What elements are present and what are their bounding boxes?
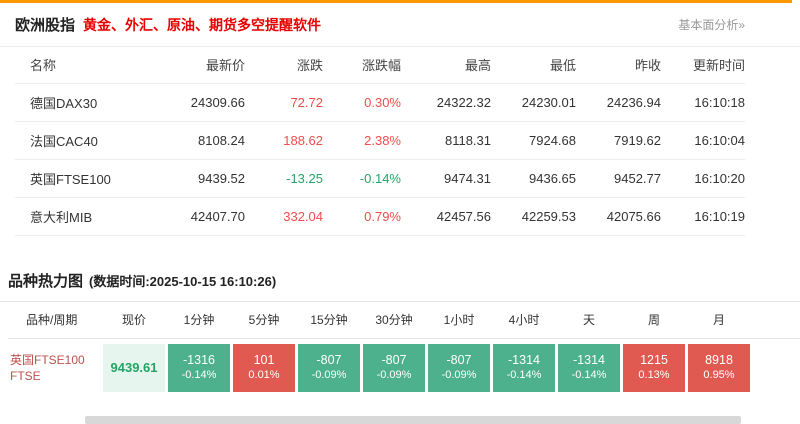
heatmap-cell-pct: -0.09% xyxy=(441,368,477,381)
quote-time: 16:10:20 xyxy=(661,159,745,198)
quote-time: 16:10:18 xyxy=(661,83,745,122)
header-high: 最高 xyxy=(401,47,491,84)
heatmap-cell-value: 8918 xyxy=(705,352,733,367)
quote-pct: 0.79% xyxy=(323,197,401,236)
quote-high: 42457.56 xyxy=(401,197,491,236)
quote-prev: 24236.94 xyxy=(576,83,661,122)
heatmap-section-header: 品种热力图 (数据时间:2025-10-15 16:10:26) xyxy=(0,264,800,302)
heatmap-cell-pct: -0.14% xyxy=(181,368,217,381)
heatmap-cell-pct: -0.09% xyxy=(376,368,412,381)
heatmap-header-cell: 天 xyxy=(582,313,595,327)
quotes-table: 名称 最新价 涨跌 涨跌幅 最高 最低 昨收 更新时间 德国DAX30 2430… xyxy=(15,47,745,236)
heatmap-cell: -807 -0.09% xyxy=(428,343,490,392)
heatmap-cell: 1215 0.13% xyxy=(623,343,685,392)
header-name: 名称 xyxy=(15,47,150,84)
page-subtitle: 黄金、外汇、原油、期货多空提醒软件 xyxy=(83,16,322,33)
quote-pct: 2.38% xyxy=(323,121,401,160)
quote-high: 9474.31 xyxy=(401,159,491,198)
top-accent-bar xyxy=(0,0,792,3)
quote-time: 16:10:04 xyxy=(661,121,745,160)
heatmap-cell-value: -807 xyxy=(316,352,342,367)
quote-low: 9436.65 xyxy=(491,159,576,198)
table-row[interactable]: 法国CAC40 8108.24 188.62 2.38% 8118.31 792… xyxy=(15,121,745,160)
heatmap-header-cell: 1小时 xyxy=(443,313,475,327)
heatmap-symbol-code: FTSE xyxy=(10,368,41,383)
page-header: 欧洲股指 黄金、外汇、原油、期货多空提醒软件 基本面分析» xyxy=(0,3,800,47)
heatmap-title: 品种热力图 xyxy=(8,272,84,290)
quote-time: 16:10:19 xyxy=(661,197,745,236)
quote-change: 72.72 xyxy=(245,83,323,122)
quote-price: 24309.66 xyxy=(150,83,245,122)
heatmap-header-cell: 品种/周期 xyxy=(26,313,78,327)
heatmap-header-cell: 5分钟 xyxy=(248,313,280,327)
heatmap-cell: 8918 0.95% xyxy=(688,343,750,392)
heatmap-cell: -1316 -0.14% xyxy=(168,343,230,392)
heatmap-cell-value: -1314 xyxy=(508,352,540,367)
quote-low: 7924.68 xyxy=(491,121,576,160)
heatmap-cell-pct: 0.95% xyxy=(703,368,735,381)
heatmap-cell-value: -1314 xyxy=(573,352,605,367)
quote-name[interactable]: 意大利MIB xyxy=(15,197,150,236)
table-row[interactable]: 德国DAX30 24309.66 72.72 0.30% 24322.32 24… xyxy=(15,83,745,122)
quote-pct: -0.14% xyxy=(323,159,401,198)
table-row[interactable]: 英国FTSE100 9439.52 -13.25 -0.14% 9474.31 … xyxy=(15,159,745,198)
heatmap-cell-value: -807 xyxy=(446,352,472,367)
heatmap-header-row: 品种/周期 现价 1分钟 5分钟 15分钟 30分钟 1小时 4小时 天 周 月 xyxy=(8,302,800,339)
heatmap-current-price: 9439.61 xyxy=(103,343,165,392)
quote-price: 42407.70 xyxy=(150,197,245,236)
heatmap-data-time: (数据时间:2025-10-15 16:10:26) xyxy=(89,273,277,289)
heatmap-symbol-name: 英国FTSE100 xyxy=(10,352,85,367)
quote-high: 24322.32 xyxy=(401,83,491,122)
heatmap-cell-pct: -0.14% xyxy=(506,368,542,381)
heatmap-cell-pct: 0.01% xyxy=(248,368,280,381)
heatmap-cell-pct: -0.14% xyxy=(571,368,607,381)
quote-prev: 7919.62 xyxy=(576,121,661,160)
heatmap-cell: -1314 -0.14% xyxy=(493,343,555,392)
heatmap-cell-value: 1215 xyxy=(640,352,668,367)
quote-change: 188.62 xyxy=(245,121,323,160)
heatmap-cell-pct: 0.13% xyxy=(638,368,670,381)
heatmap-cell-value: -807 xyxy=(381,352,407,367)
heatmap-header-cell: 4小时 xyxy=(508,313,540,327)
fundamental-analysis-link[interactable]: 基本面分析» xyxy=(678,18,745,32)
heatmap-cell: -1314 -0.14% xyxy=(558,343,620,392)
heatmap-symbol[interactable]: 英国FTSE100 FTSE xyxy=(8,344,100,392)
heatmap-header-cell: 月 xyxy=(712,313,725,327)
quote-high: 8118.31 xyxy=(401,121,491,160)
heatmap-header-cell: 15分钟 xyxy=(310,313,348,327)
heatmap-cell: -807 -0.09% xyxy=(363,343,425,392)
quote-low: 24230.01 xyxy=(491,83,576,122)
header-time: 更新时间 xyxy=(661,47,745,84)
page-title: 欧洲股指 xyxy=(15,17,76,34)
quote-prev: 42075.66 xyxy=(576,197,661,236)
quote-change: -13.25 xyxy=(245,159,323,198)
heatmap-header-cell: 周 xyxy=(647,313,660,327)
quote-prev: 9452.77 xyxy=(576,159,661,198)
header-price: 最新价 xyxy=(150,47,245,84)
quote-name[interactable]: 法国CAC40 xyxy=(15,121,150,160)
quote-low: 42259.53 xyxy=(491,197,576,236)
heatmap-cell-value: 101 xyxy=(253,352,275,367)
heatmap-header-cell: 现价 xyxy=(121,313,146,327)
header-change: 涨跌 xyxy=(245,47,323,84)
heatmap-row: 英国FTSE100 FTSE 9439.61 -1316 -0.14% 101 … xyxy=(8,343,800,392)
heatmap-cell: 101 0.01% xyxy=(233,343,295,392)
header-low: 最低 xyxy=(491,47,576,84)
horizontal-scrollbar[interactable] xyxy=(85,415,741,424)
heatmap-cell-value: -1316 xyxy=(183,352,215,367)
quote-name[interactable]: 英国FTSE100 xyxy=(15,159,150,198)
header-pct: 涨跌幅 xyxy=(323,47,401,84)
heatmap-header-cell: 30分钟 xyxy=(375,313,413,327)
quote-price: 9439.52 xyxy=(150,159,245,198)
heatmap-header-cell: 1分钟 xyxy=(183,313,215,327)
quote-pct: 0.30% xyxy=(323,83,401,122)
quote-price: 8108.24 xyxy=(150,121,245,160)
heatmap-cell: -807 -0.09% xyxy=(298,343,360,392)
quotes-header-row: 名称 最新价 涨跌 涨跌幅 最高 最低 昨收 更新时间 xyxy=(15,47,745,84)
heatmap-cell-pct: -0.09% xyxy=(311,368,347,381)
quote-name[interactable]: 德国DAX30 xyxy=(15,83,150,122)
quote-change: 332.04 xyxy=(245,197,323,236)
table-row[interactable]: 意大利MIB 42407.70 332.04 0.79% 42457.56 42… xyxy=(15,197,745,236)
header-prev: 昨收 xyxy=(576,47,661,84)
